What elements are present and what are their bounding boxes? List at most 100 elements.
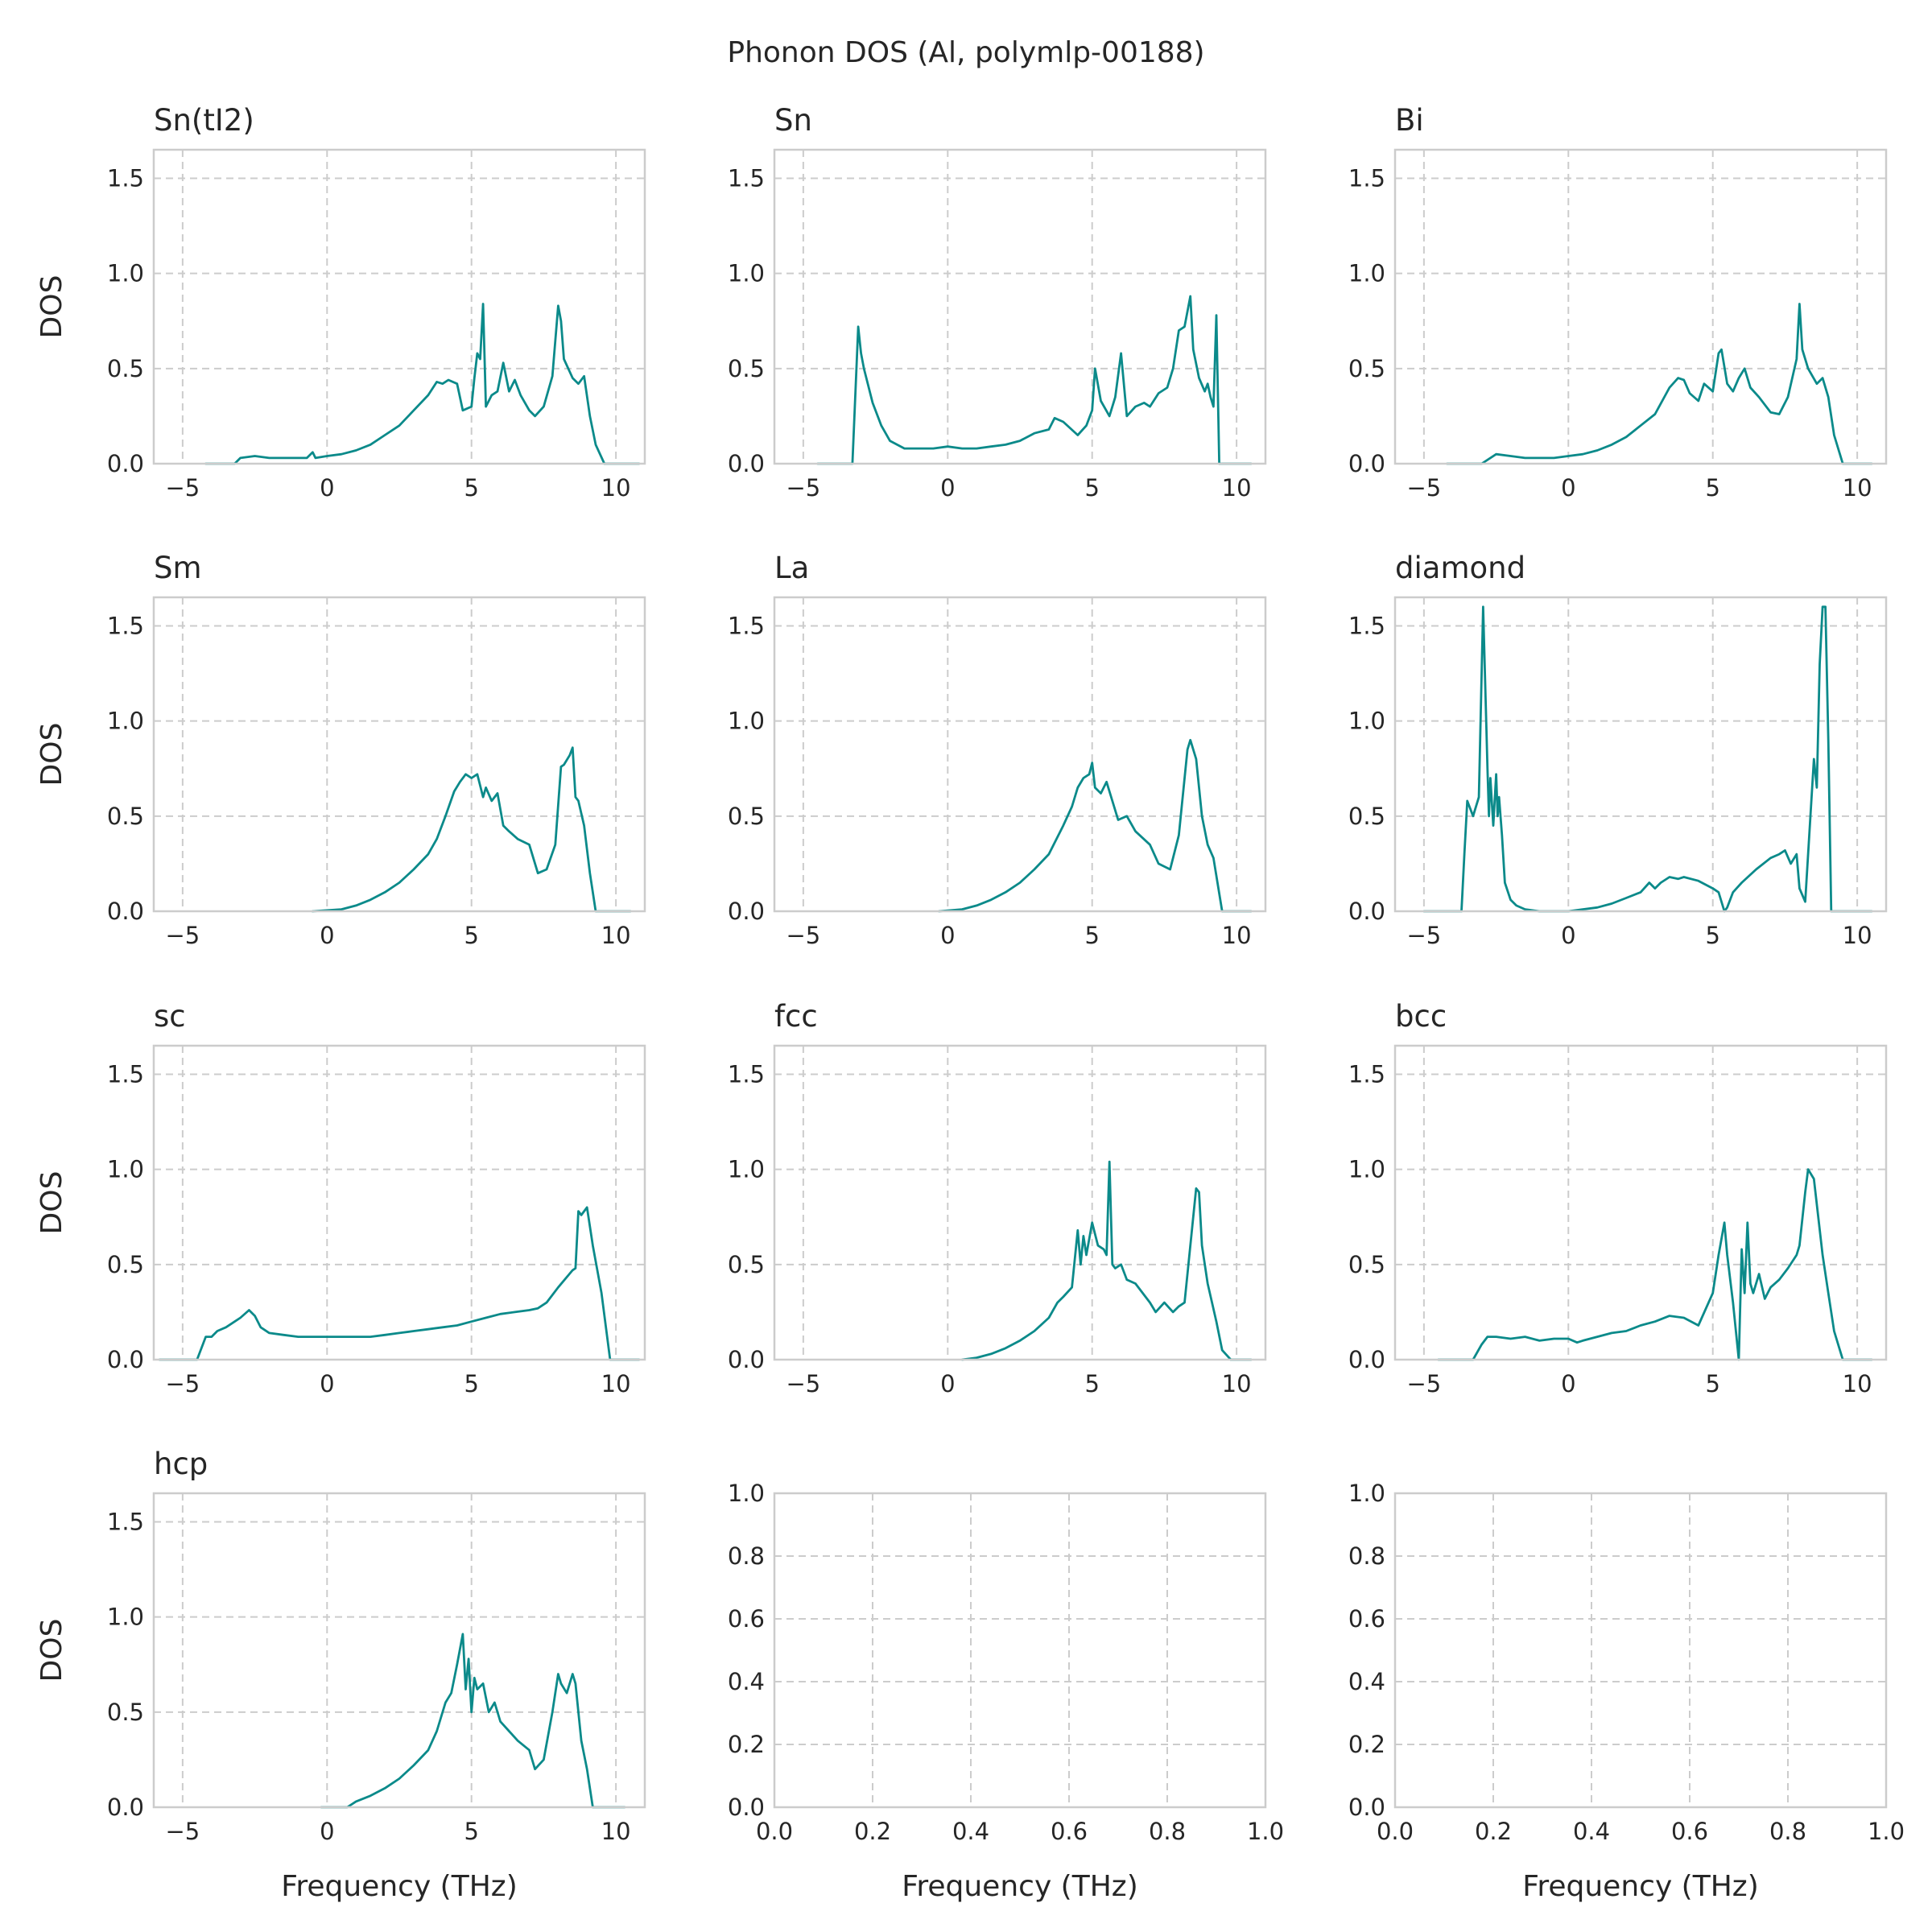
y-tick-label: 1.0 — [107, 260, 144, 287]
x-tick-label: 5 — [464, 922, 478, 949]
x-tick-label: −5 — [786, 474, 821, 502]
subplot-3: −5 0 5 10 0.0 0.5 1.0 1.5 Bi — [1348, 103, 1888, 502]
subplot-1: −5 0 5 10 0.0 0.5 1.0 1.5 Sn(tI2) DOS — [35, 103, 646, 502]
subplot-10: −5 0 5 10 0.0 0.5 1.0 1.5 hcp DOS Frequency (THz) — [35, 1447, 646, 1903]
x-tick-label: −5 — [166, 1818, 200, 1845]
y-tick-label: 0.5 — [107, 1251, 144, 1278]
x-tick-label: 10 — [1843, 922, 1872, 949]
dos-line — [320, 1633, 626, 1809]
subplot-2: −5 0 5 10 0.0 0.5 1.0 1.5 Sn — [728, 103, 1267, 502]
subplot-title: Bi — [1395, 103, 1424, 138]
x-tick-label: 10 — [1222, 1370, 1252, 1397]
y-tick-label: 0.8 — [728, 1542, 765, 1570]
x-axis-label: Frequency (THz) — [281, 1870, 517, 1903]
x-tick-label: 0 — [320, 1818, 334, 1845]
y-tick-label: 1.0 — [1348, 1156, 1385, 1183]
x-tick-label: −5 — [166, 474, 200, 502]
x-tick-label: 10 — [601, 1370, 631, 1397]
y-tick-label: 0.5 — [1348, 803, 1385, 830]
subplot-title: Sn(tI2) — [154, 103, 254, 138]
x-tick-label: 5 — [1705, 1370, 1719, 1397]
y-tick-label: 1.5 — [107, 1508, 144, 1535]
x-tick-label: 0 — [320, 1370, 334, 1397]
dos-line — [158, 1206, 641, 1361]
y-tick-label: 0.4 — [728, 1668, 765, 1695]
x-tick-label: 5 — [1084, 1370, 1099, 1397]
x-tick-label: 0.6 — [1671, 1818, 1708, 1845]
subplot-title: hcp — [154, 1447, 208, 1481]
y-tick-label: 1.0 — [107, 1156, 144, 1183]
x-tick-label: 0.4 — [1573, 1818, 1610, 1845]
subplot-grid: −5 0 5 10 0.0 0.5 1.0 1.5 Sn(tI2) DOS −5 0 5 10 0.0 0.5… — [35, 103, 1905, 1903]
x-tick-label: 5 — [1705, 474, 1719, 502]
subplot-title: Sn — [774, 103, 812, 138]
y-tick-label: 1.5 — [1348, 612, 1385, 639]
y-tick-label: 1.5 — [1348, 1060, 1385, 1088]
x-tick-label: 0 — [940, 1370, 955, 1397]
dos-line — [938, 738, 1253, 913]
x-tick-label: 10 — [1843, 474, 1872, 502]
y-tick-label: 0.0 — [728, 1794, 765, 1821]
y-tick-label: 0.5 — [1348, 1251, 1385, 1278]
subplot-title: La — [774, 551, 809, 585]
x-tick-label: 0 — [1561, 1370, 1575, 1397]
x-tick-label: 0.8 — [1149, 1818, 1186, 1845]
x-tick-label: −5 — [1407, 474, 1442, 502]
y-tick-label: 0.2 — [1348, 1731, 1385, 1758]
y-tick-label: 0.5 — [728, 1251, 765, 1278]
y-axis-label: DOS — [35, 1171, 68, 1235]
axes-frame — [152, 1044, 646, 1361]
x-tick-label: 10 — [1222, 474, 1252, 502]
x-tick-label: 0 — [940, 922, 955, 949]
y-axis-label: DOS — [35, 275, 68, 339]
dos-line — [816, 295, 1253, 465]
x-tick-label: −5 — [786, 922, 821, 949]
y-tick-label: 1.0 — [728, 708, 765, 735]
x-tick-label: 10 — [1222, 922, 1252, 949]
y-tick-label: 0.6 — [728, 1605, 765, 1633]
subplot-12: 0.0 0.2 0.4 0.6 0.8 1.0 0.0 0.2 0.4 0.6 0.8 1.0 Freq… — [1348, 1480, 1905, 1903]
axes-frame — [773, 148, 1267, 465]
x-tick-label: 0 — [1561, 922, 1575, 949]
dos-line — [312, 746, 632, 913]
y-tick-label: 0.0 — [728, 898, 765, 925]
x-tick-label: −5 — [166, 922, 200, 949]
x-tick-label: 5 — [464, 1370, 478, 1397]
y-axis-label: DOS — [35, 1619, 68, 1682]
subplot-8: −5 0 5 10 0.0 0.5 1.0 1.5 fcc — [728, 999, 1267, 1397]
subplot-title: fcc — [774, 999, 818, 1034]
y-tick-label: 0.4 — [1348, 1668, 1385, 1695]
x-tick-label: 5 — [1705, 922, 1719, 949]
dos-line — [1422, 605, 1873, 913]
x-tick-label: 0.0 — [1377, 1818, 1414, 1845]
y-tick-label: 0.0 — [107, 1346, 144, 1373]
y-tick-label: 0.5 — [107, 355, 144, 382]
x-tick-label: 0.8 — [1769, 1818, 1806, 1845]
y-tick-label: 1.5 — [107, 164, 144, 192]
y-tick-label: 0.0 — [728, 450, 765, 477]
x-tick-label: 0.2 — [1475, 1818, 1512, 1845]
subplot-title: diamond — [1395, 551, 1525, 585]
x-tick-label: 0 — [320, 474, 334, 502]
y-tick-label: 1.5 — [107, 1060, 144, 1088]
axes-frame — [773, 596, 1267, 913]
x-tick-label: 0 — [940, 474, 955, 502]
axes-frame — [1393, 1492, 1888, 1809]
y-tick-label: 0.5 — [107, 803, 144, 830]
x-tick-label: −5 — [1407, 922, 1442, 949]
x-tick-label: 5 — [464, 474, 478, 502]
y-tick-label: 0.5 — [728, 355, 765, 382]
x-tick-label: −5 — [786, 1370, 821, 1397]
x-tick-label: 0.2 — [854, 1818, 891, 1845]
dos-line — [1437, 1168, 1873, 1361]
x-tick-label: 0 — [1561, 474, 1575, 502]
axes-frame — [152, 148, 646, 465]
x-tick-label: 0.6 — [1051, 1818, 1088, 1845]
axes-frame — [773, 1492, 1267, 1809]
y-tick-label: 1.0 — [107, 708, 144, 735]
y-tick-label: 1.0 — [1348, 260, 1385, 287]
x-tick-label: 5 — [1084, 922, 1099, 949]
x-axis-label: Frequency (THz) — [1522, 1870, 1758, 1903]
y-tick-label: 0.0 — [1348, 1346, 1385, 1373]
